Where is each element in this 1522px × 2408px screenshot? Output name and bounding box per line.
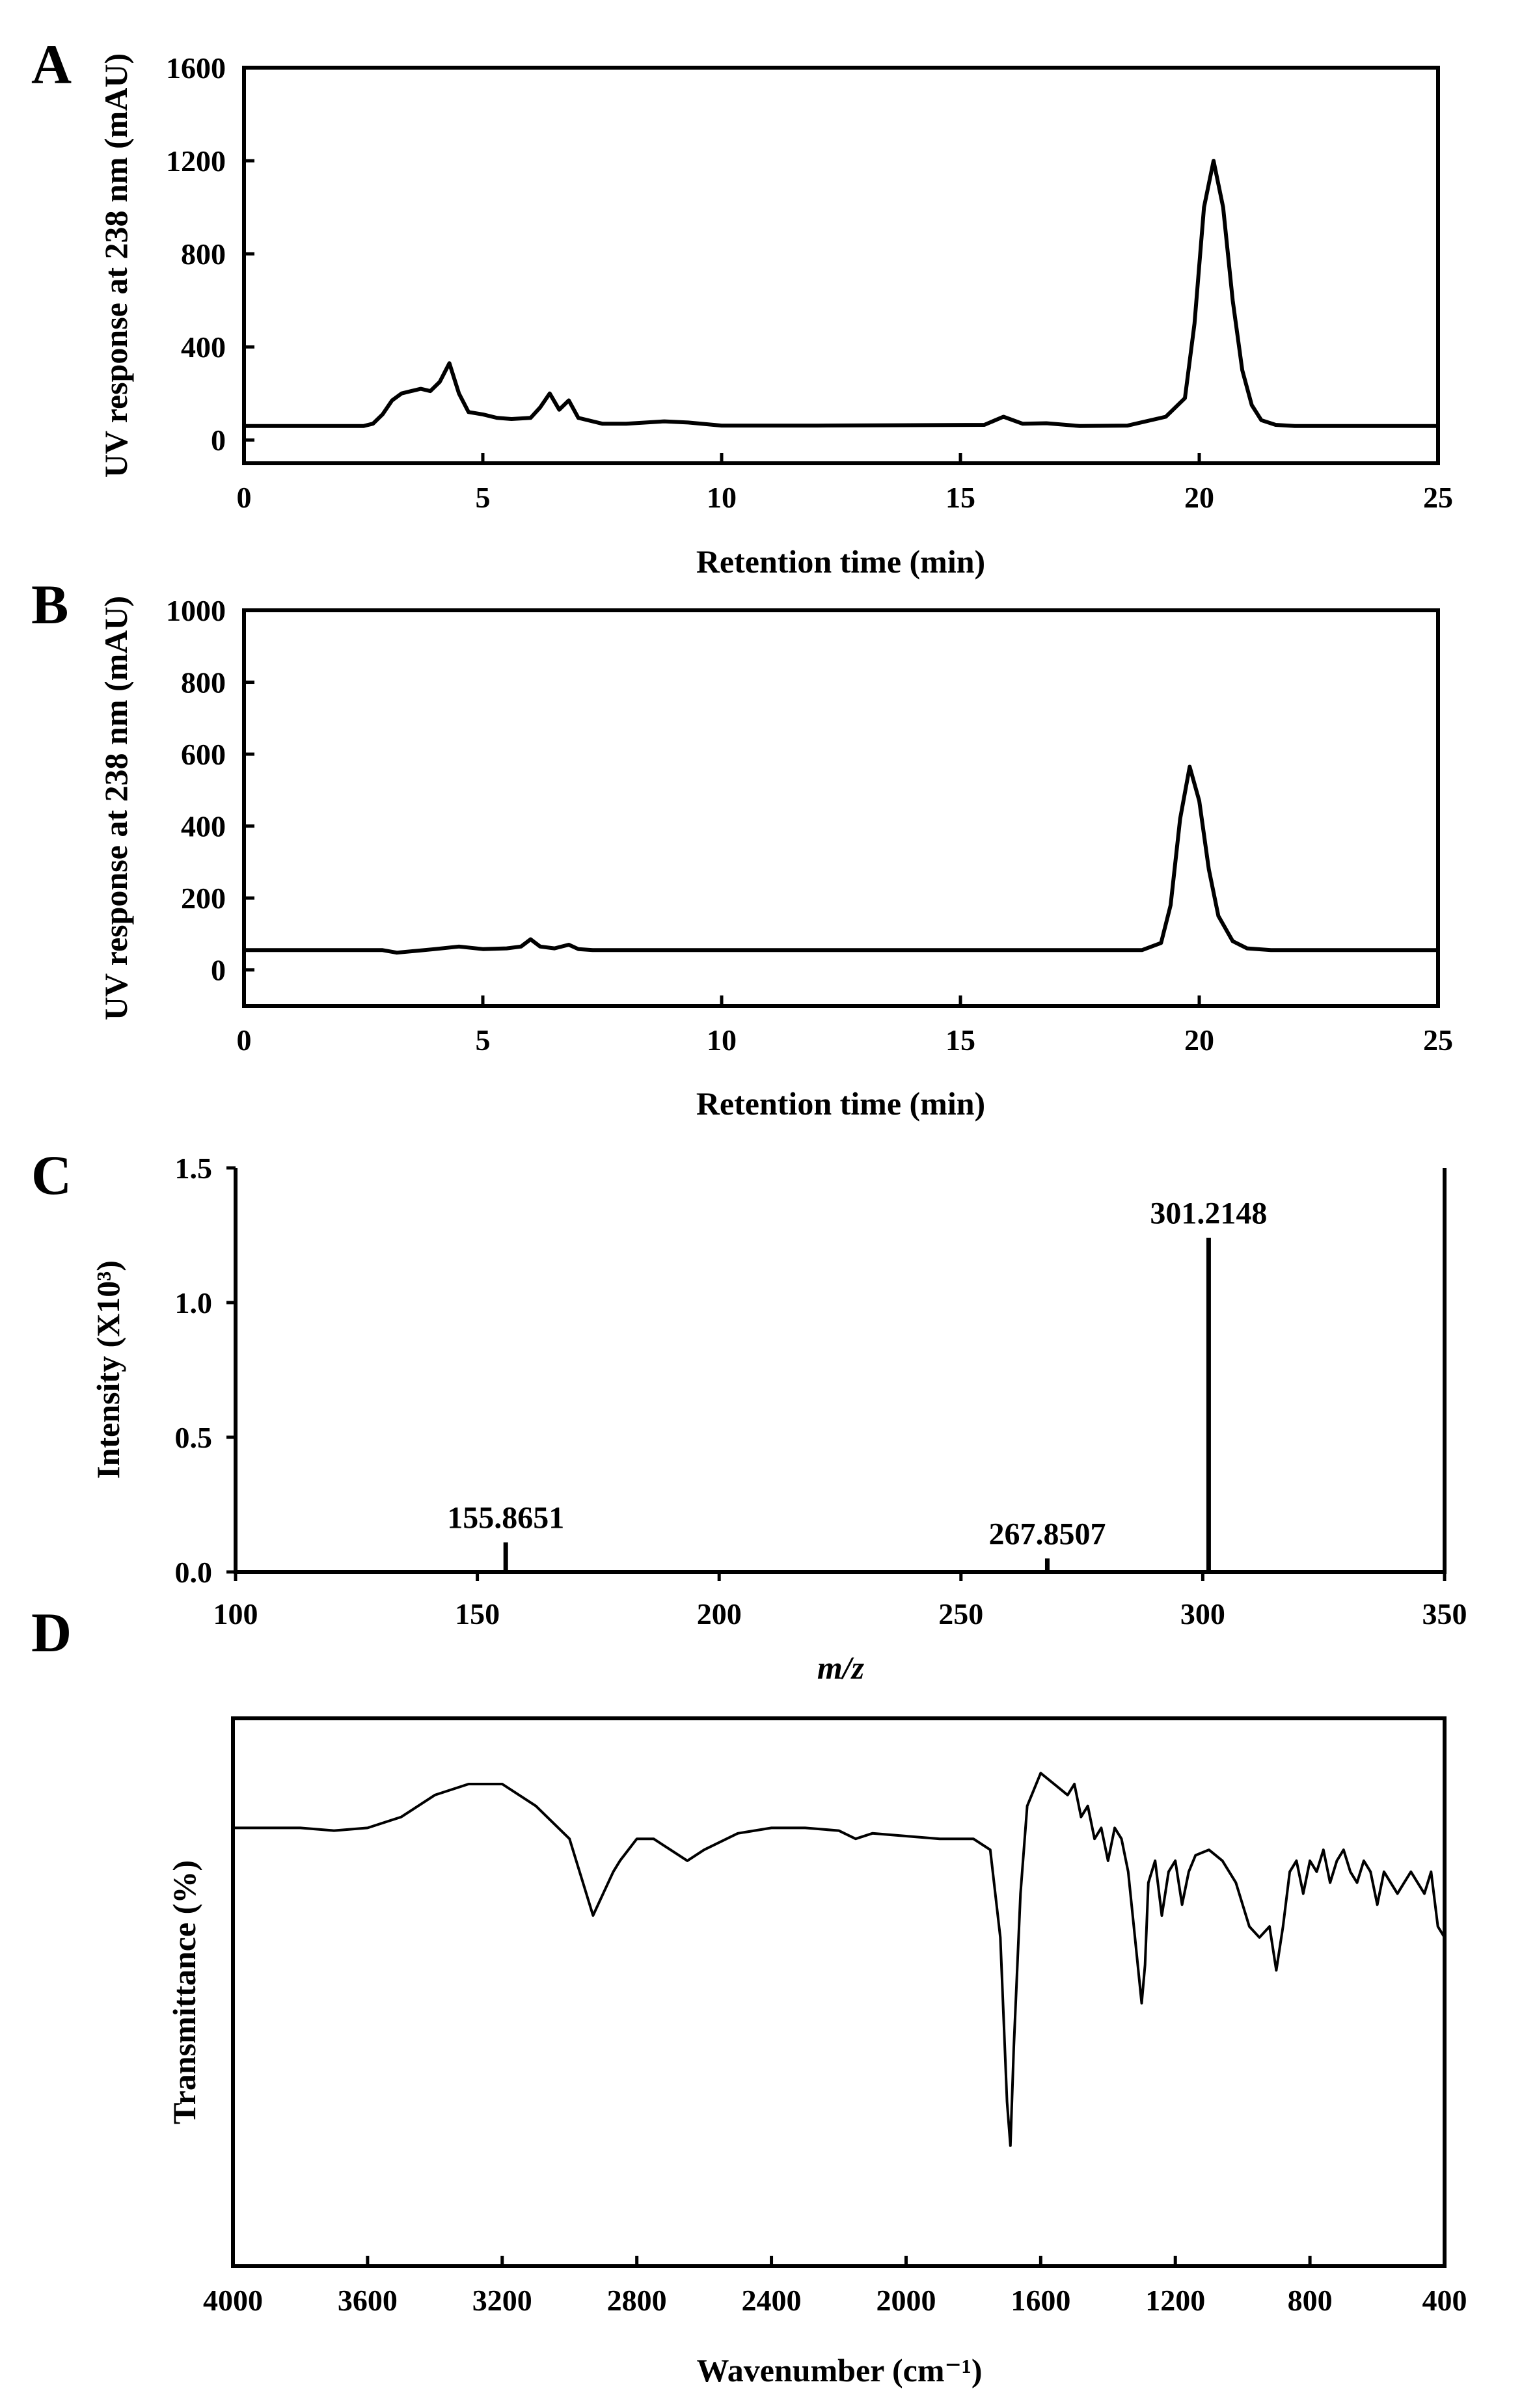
panel-d-letter: D: [31, 1601, 72, 1664]
panel-c: C 0.0 0.5 1.0 1.5 100 150 200 250 300 350 155.8651…: [31, 1144, 1467, 1686]
panel-a-letter: A: [31, 33, 72, 96]
y-tick-label: 0: [211, 954, 226, 987]
x-tick-label: 400: [1422, 2284, 1467, 2317]
x-tick-label: 300: [1180, 1597, 1225, 1630]
panel-d-frame: [231, 1716, 1447, 2268]
y-tick-label: 0.5: [175, 1421, 213, 1454]
peak-label: 267.8507: [988, 1517, 1106, 1551]
panel-b-frame: [242, 608, 1440, 1008]
peak-label: 301.2148: [1150, 1197, 1267, 1231]
x-tick-label: 0: [237, 481, 252, 514]
x-tick-label: 5: [476, 1023, 491, 1057]
y-tick-label: 1.5: [175, 1152, 213, 1185]
y-tick-label: 1600: [166, 51, 226, 85]
x-tick-label: 25: [1423, 481, 1453, 514]
panel-d-ylabel: Transmittance (%): [166, 1860, 202, 2124]
x-tick-label: 25: [1423, 1023, 1453, 1057]
y-tick-label: 0: [211, 424, 226, 457]
x-tick-label: 2800: [607, 2284, 667, 2317]
x-tick-label: 4000: [203, 2284, 263, 2317]
panel-d: D 4000 3600 3200 2800 2400 2000 1600 1200 800 400…: [31, 1601, 1467, 2388]
panel-b-letter: B: [31, 573, 68, 636]
y-tick-label: 1.0: [175, 1286, 213, 1319]
y-tick-label: 1200: [166, 144, 226, 178]
x-tick-label: 350: [1422, 1597, 1467, 1630]
x-tick-label: 0: [237, 1023, 252, 1057]
panel-d-xlabel: Wavenumber (cm⁻¹): [696, 2352, 982, 2388]
x-tick-label: 3600: [338, 2284, 398, 2317]
y-tick-label: 800: [181, 666, 226, 699]
x-tick-label: 250: [938, 1597, 983, 1630]
x-tick-label: 2000: [876, 2284, 936, 2317]
panel-c-ylabel: Intensity (X10³): [90, 1260, 126, 1479]
y-tick-label: 800: [181, 237, 226, 271]
panel-c-axes: [234, 1168, 1447, 1574]
x-tick-label: 10: [707, 481, 737, 514]
y-tick-label: 400: [181, 331, 226, 364]
panel-b-xlabel: Retention time (min): [696, 1085, 985, 1122]
x-tick-label: 200: [697, 1597, 742, 1630]
y-tick-label: 200: [181, 882, 226, 915]
x-tick-label: 800: [1288, 2284, 1333, 2317]
panel-c-letter: C: [31, 1144, 72, 1206]
y-tick-label: 0.0: [175, 1556, 213, 1589]
panel-b: B 0 200 400 600 800 1000 0 5 10 15 20 25 Retention …: [31, 573, 1453, 1122]
panel-a-ylabel: UV response at 238 nm (mAU): [98, 53, 134, 478]
panel-a-trace: [244, 159, 1438, 428]
x-tick-label: 20: [1184, 481, 1214, 514]
peak-label: 155.8651: [447, 1500, 564, 1535]
x-tick-label: 10: [707, 1023, 737, 1057]
x-tick-label: 15: [945, 481, 975, 514]
x-tick-label: 1200: [1145, 2284, 1205, 2317]
x-tick-label: 3200: [472, 2284, 532, 2317]
x-tick-label: 150: [455, 1597, 500, 1630]
y-tick-label: 1000: [166, 594, 226, 627]
x-tick-label: 5: [476, 481, 491, 514]
panel-b-ylabel: UV response at 238 nm (mAU): [98, 596, 134, 1020]
x-tick-label: 20: [1184, 1023, 1214, 1057]
x-tick-label: 2400: [742, 2284, 802, 2317]
panel-d-trace: [233, 1772, 1446, 2147]
x-tick-label: 1600: [1011, 2284, 1070, 2317]
panel-a-frame: [242, 66, 1440, 465]
panel-a: A 0 400 800 1200 1600 0 5 10 15 20 25 Retention ti…: [31, 33, 1453, 580]
y-tick-label: 600: [181, 738, 226, 771]
y-tick-label: 400: [181, 810, 226, 843]
x-tick-label: 100: [213, 1597, 258, 1630]
x-tick-label: 15: [945, 1023, 975, 1057]
panel-a-xlabel: Retention time (min): [696, 543, 985, 580]
panel-c-xlabel: m/z: [817, 1649, 865, 1686]
panel-b-trace: [244, 764, 1438, 955]
